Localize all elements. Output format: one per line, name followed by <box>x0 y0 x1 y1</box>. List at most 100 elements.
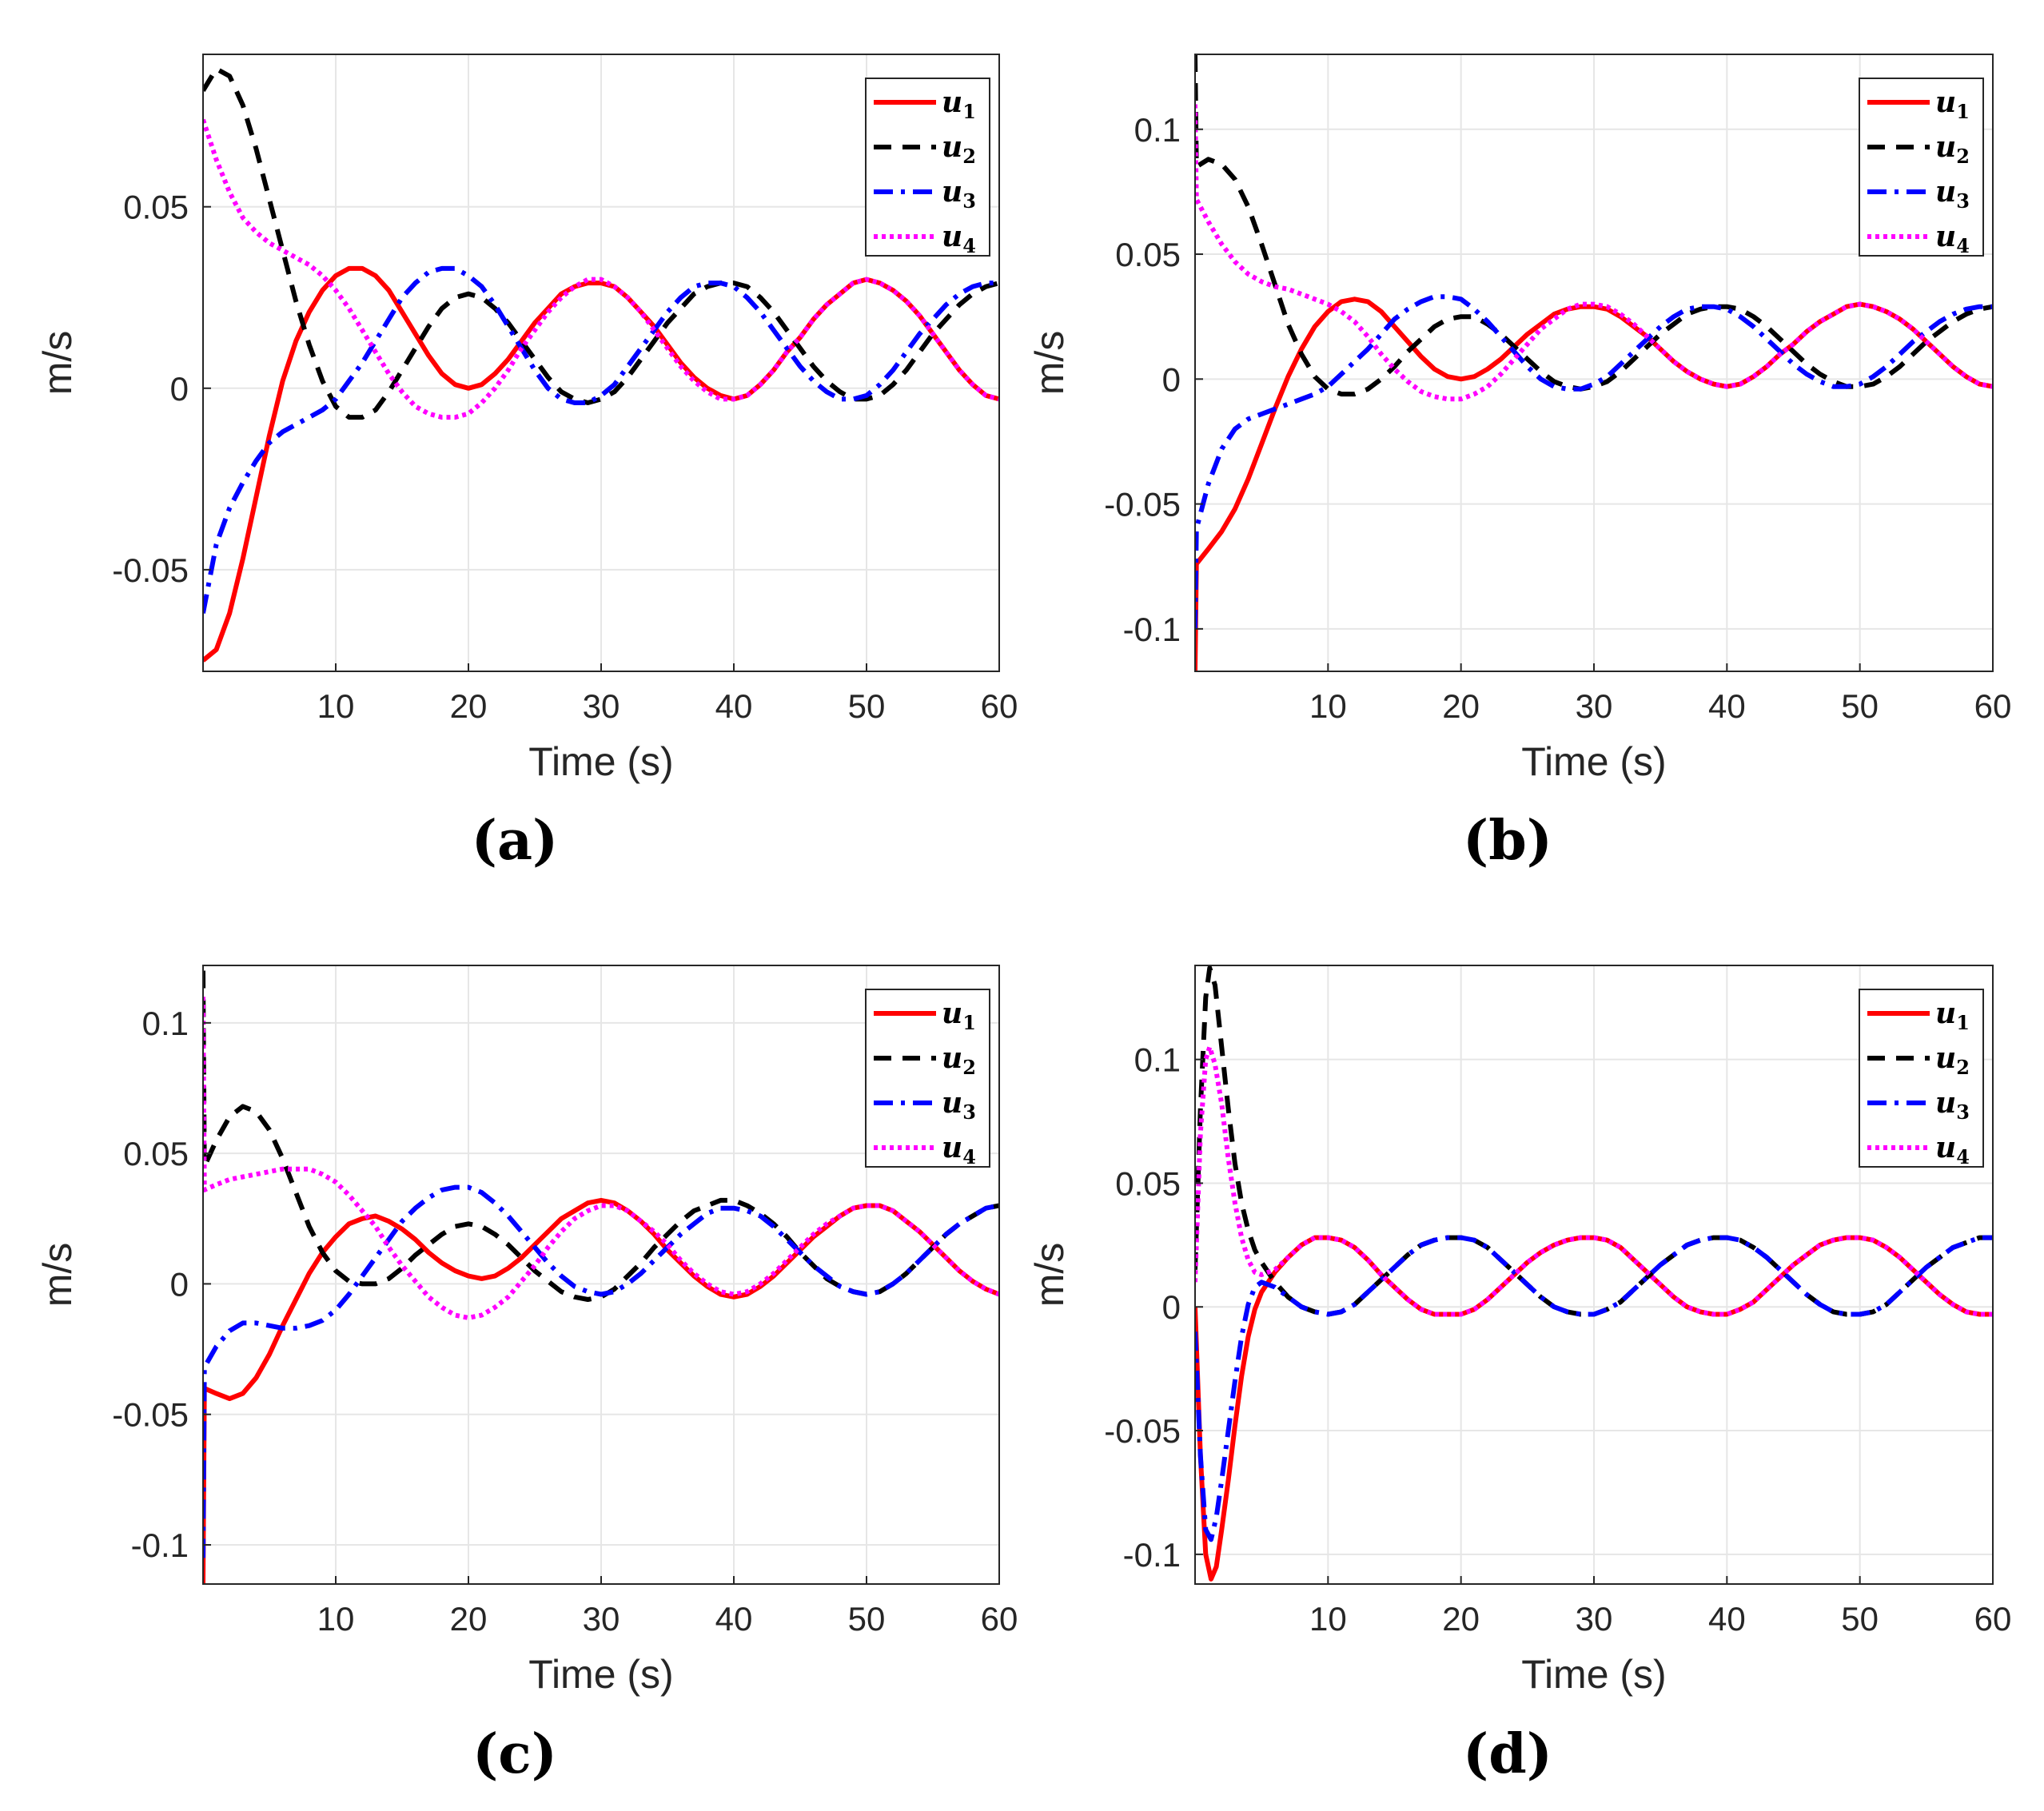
x-tick-label: 20 <box>450 687 488 725</box>
legend-label-base: u <box>1935 175 1956 209</box>
x-tick-label: 20 <box>450 1600 488 1638</box>
y-axis-label: m/s <box>1027 1243 1072 1308</box>
legend-label-subscript: 4 <box>962 234 976 257</box>
legend-label-base: u <box>1935 130 1956 164</box>
legend-label-subscript: 4 <box>962 1145 976 1168</box>
series-line-u4 <box>203 997 999 1320</box>
series-line-u3 <box>203 265 999 614</box>
legend-label-u1: u1 <box>1935 997 1970 1034</box>
legend-label-u3: u3 <box>942 1086 976 1124</box>
y-tick-label: -0.1 <box>1123 611 1181 648</box>
legend-label-base: u <box>942 1041 962 1075</box>
legend-label-subscript: 1 <box>1956 1011 1970 1034</box>
legend-label-subscript: 2 <box>962 1056 976 1079</box>
legend-label-subscript: 3 <box>962 1101 976 1124</box>
legend-label-u4: u4 <box>1935 1131 1970 1168</box>
chart-panel-d: 10 20 30 40 50 60 -0.1 -0.05 0 0.05 0.1 Time (s) m/s… <box>1027 965 2011 1786</box>
y-tick-label: 0.05 <box>1115 1164 1181 1202</box>
legend-label-u4: u4 <box>942 220 976 257</box>
legend-label-base: u <box>1935 1041 1956 1075</box>
legend-label-subscript: 1 <box>962 100 976 123</box>
x-tick-label: 50 <box>1841 687 1879 725</box>
x-tick-label: 50 <box>848 1600 886 1638</box>
legend-label-base: u <box>942 1086 962 1120</box>
x-tick-label: 10 <box>317 687 355 725</box>
y-tick-label: -0.1 <box>1123 1536 1181 1574</box>
x-axis-label: Time (s) <box>528 1652 673 1697</box>
y-tick-label: 0 <box>1162 360 1181 398</box>
panel-label: (c) <box>472 1722 557 1786</box>
legend-label-base: u <box>1935 86 1956 119</box>
x-tick-label: 50 <box>848 687 886 725</box>
y-tick-label: -0.05 <box>1104 486 1181 523</box>
x-tick-label: 40 <box>715 687 753 725</box>
y-axis-label: m/s <box>35 1243 80 1308</box>
legend-label-subscript: 1 <box>1956 100 1970 123</box>
legend-label-u1: u1 <box>1935 86 1970 123</box>
series-line-u4 <box>1195 1045 1993 1317</box>
x-tick-label: 60 <box>981 687 1018 725</box>
legend-label-subscript: 3 <box>1956 1101 1970 1124</box>
legend-label-subscript: 4 <box>1956 234 1970 257</box>
x-tick-label: 30 <box>1576 1600 1613 1638</box>
y-axis-label: m/s <box>1027 331 1072 396</box>
series-line-u1 <box>203 1197 999 1584</box>
panel-label: (a) <box>472 809 558 873</box>
legend-label-u2: u2 <box>1935 130 1970 168</box>
y-tick-label: 0.1 <box>1134 111 1181 149</box>
series-line-u4 <box>1195 104 1993 402</box>
chart-panel-c: 10 20 30 40 50 60 -0.1 -0.05 0 0.05 0.1 Time (s) m/s… <box>35 965 1018 1786</box>
y-tick-label: -0.05 <box>112 551 189 589</box>
legend-label-base: u <box>1935 997 1956 1030</box>
legend-label-base: u <box>1935 1131 1956 1164</box>
y-tick-label: 0.1 <box>1134 1041 1181 1079</box>
legend-box <box>1859 989 1984 1168</box>
legend-label-u4: u4 <box>1935 220 1970 257</box>
series-line-u2 <box>1195 965 1993 1317</box>
legend-label-base: u <box>942 1131 962 1164</box>
y-axis-label: m/s <box>35 331 80 396</box>
x-axis-label: Time (s) <box>1521 739 1666 784</box>
legend-label-base: u <box>942 86 962 119</box>
legend-label-base: u <box>1935 1086 1956 1120</box>
legend-label-subscript: 4 <box>1956 1145 1970 1168</box>
x-tick-label: 20 <box>1442 1600 1480 1638</box>
legend-box <box>865 989 990 1168</box>
x-tick-label: 30 <box>583 687 620 725</box>
legend-label-subscript: 2 <box>962 145 976 168</box>
series-line-u3 <box>1195 294 1993 629</box>
y-tick-label: 0.05 <box>123 1135 189 1172</box>
x-tick-label: 10 <box>317 1600 355 1638</box>
legend-label-base: u <box>942 130 962 164</box>
legend-label-subscript: 2 <box>1956 145 1970 168</box>
x-tick-label: 10 <box>1309 687 1347 725</box>
x-tick-label: 50 <box>1841 1600 1879 1638</box>
y-tick-label: -0.1 <box>131 1526 189 1564</box>
panel-label: (b) <box>1463 809 1552 873</box>
chart-panel-b: 10 20 30 40 50 60 -0.1 -0.05 0 0.05 0.1 Time (s) m/s… <box>1027 54 2011 873</box>
legend-label-u2: u2 <box>1935 1041 1970 1079</box>
legend-label-subscript: 3 <box>962 189 976 213</box>
series-line-u3 <box>1195 1235 1993 1542</box>
x-tick-label: 60 <box>1974 687 2012 725</box>
legend-label-subscript: 1 <box>962 1011 976 1034</box>
y-tick-label: 0 <box>170 370 189 408</box>
legend-label-base: u <box>942 175 962 209</box>
legend-label-u1: u1 <box>942 86 976 123</box>
x-tick-label: 30 <box>583 1600 620 1638</box>
legend-box <box>865 78 990 257</box>
x-tick-label: 20 <box>1442 687 1480 725</box>
series-line-u4 <box>203 118 999 420</box>
x-axis-label: Time (s) <box>1521 1652 1666 1697</box>
legend-label-u2: u2 <box>942 130 976 168</box>
legend-label-subscript: 3 <box>1956 189 1970 213</box>
x-tick-label: 60 <box>1974 1600 2012 1638</box>
y-tick-label: 0.05 <box>1115 236 1181 273</box>
legend-label-u3: u3 <box>942 175 976 213</box>
legend-label-u3: u3 <box>1935 175 1970 213</box>
